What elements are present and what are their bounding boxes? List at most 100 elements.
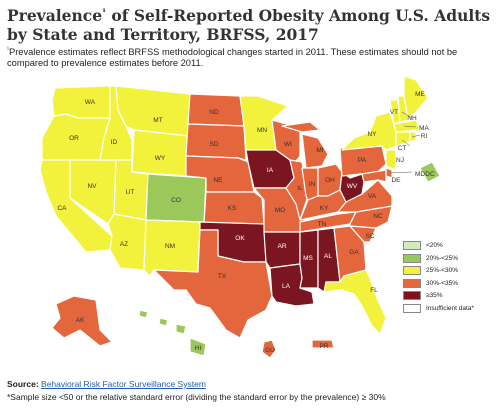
state-gu[interactable] xyxy=(261,339,277,359)
legend-swatch xyxy=(403,278,421,288)
legend-label: Insufficient data* xyxy=(426,304,474,312)
state-label-wi: WI xyxy=(284,141,292,148)
state-label-ca: CA xyxy=(57,205,67,212)
state-dc[interactable] xyxy=(419,161,441,183)
state-label-ia: IA xyxy=(267,167,274,174)
state-label-va: VA xyxy=(368,193,377,200)
leader-line xyxy=(389,171,413,174)
map-legend: <20% 20%-<25% 25%-<30% 30%-<35% ≥35% Insuffic… xyxy=(403,240,474,315)
state-label-ok: OK xyxy=(235,235,245,242)
state-label-al: AL xyxy=(324,253,332,260)
legend-item: 30%-<35% xyxy=(403,278,474,289)
state-label-ks: KS xyxy=(228,205,237,212)
state-tx[interactable] xyxy=(153,229,273,339)
legend-label: 30%-<35% xyxy=(426,279,458,287)
leader-line xyxy=(403,125,417,128)
state-label-oh: OH xyxy=(325,177,335,184)
legend-swatch xyxy=(403,241,421,250)
source-line: Source: Behavioral Risk Factor Surveilla… xyxy=(7,379,206,389)
state-label-wy: WY xyxy=(155,155,166,162)
state-label-ne: NE xyxy=(213,177,223,184)
state-ct[interactable] xyxy=(395,131,411,147)
state-label-pr: PR xyxy=(319,343,328,350)
state-label-ct: CT xyxy=(398,145,407,152)
legend-item: <20% xyxy=(403,240,474,251)
state-ar[interactable] xyxy=(263,231,301,269)
state-label-gu: GU xyxy=(265,347,275,354)
state-wy[interactable] xyxy=(131,129,189,177)
legend-swatch xyxy=(403,291,421,300)
state-label-me: ME xyxy=(415,91,425,98)
state-label-dc: DC xyxy=(425,171,435,178)
footnote: *Sample size <50 or the relative standar… xyxy=(7,392,386,402)
state-label-ma: MA xyxy=(419,125,429,132)
state-label-hi: HI xyxy=(195,345,202,352)
state-ks[interactable] xyxy=(203,191,265,225)
state-label-nh: NH xyxy=(407,115,417,122)
state-label-nd: ND xyxy=(209,109,219,116)
state-md[interactable] xyxy=(361,169,387,183)
state-label-vt: VT xyxy=(390,109,398,116)
state-nh[interactable] xyxy=(397,95,409,123)
source-link[interactable]: Behavioral Risk Factor Surveillance Syst… xyxy=(41,379,206,389)
state-label-mi: MI xyxy=(316,147,323,154)
state-label-wv: WV xyxy=(347,183,358,190)
state-label-mt: MT xyxy=(153,117,162,124)
state-label-tn: TN xyxy=(318,221,327,228)
legend-swatch xyxy=(403,266,421,275)
state-label-md: MD xyxy=(415,171,425,178)
state-label-or: OR xyxy=(69,135,79,142)
state-label-wa: WA xyxy=(85,99,96,106)
legend-item: ≥35% xyxy=(403,290,474,301)
state-label-sd: SD xyxy=(209,141,218,148)
legend-swatch xyxy=(403,303,421,313)
state-label-ga: GA xyxy=(349,249,359,256)
state-label-nm: NM xyxy=(165,243,175,250)
state-nj[interactable] xyxy=(385,149,397,171)
legend-label: <20% xyxy=(426,242,443,249)
state-label-nc: NC xyxy=(373,213,383,220)
state-label-ny: NY xyxy=(367,131,377,138)
state-label-in: IN xyxy=(309,181,316,188)
state-label-ut: UT xyxy=(126,189,135,196)
state-label-nv: NV xyxy=(87,183,97,190)
state-label-ky: KY xyxy=(320,205,329,212)
state-label-co: CO xyxy=(171,197,181,204)
state-label-il: IL xyxy=(297,185,303,192)
state-hi[interactable] xyxy=(138,309,207,357)
state-label-id: ID xyxy=(111,139,118,146)
state-label-fl: FL xyxy=(370,287,378,294)
methodology-note: ¹Prevalence estimates reflect BRFSS meth… xyxy=(7,47,458,69)
legend-label: 20%-<25% xyxy=(426,254,458,262)
state-label-mn: MN xyxy=(257,127,267,134)
legend-label: ≥35% xyxy=(426,292,443,299)
state-wa[interactable] xyxy=(51,85,113,119)
legend-label: 25%-<30% xyxy=(426,267,458,274)
state-pr[interactable] xyxy=(311,339,335,349)
state-label-nj: NJ xyxy=(396,157,404,164)
state-label-az: AZ xyxy=(120,241,128,248)
state-label-tx: TX xyxy=(218,273,227,280)
state-me[interactable] xyxy=(403,75,429,119)
legend-item: 20%-<25% xyxy=(403,253,474,264)
legend-item: Insufficient data* xyxy=(403,303,474,314)
state-mi[interactable] xyxy=(281,121,329,169)
page-title: Prevalence¹ of Self-Reported Obesity Amo… xyxy=(7,6,491,45)
state-ak[interactable] xyxy=(51,295,113,347)
leader-line xyxy=(401,111,413,119)
state-label-la: LA xyxy=(282,283,291,290)
state-label-ri: RI xyxy=(421,133,428,140)
state-ny[interactable] xyxy=(341,111,397,151)
state-label-ar: AR xyxy=(277,243,286,250)
legend-item: 25%-<30% xyxy=(403,265,474,276)
state-label-sc: SC xyxy=(365,233,374,240)
state-label-ak: AK xyxy=(76,317,85,324)
state-label-ms: MS xyxy=(303,255,313,262)
state-fl[interactable] xyxy=(323,269,387,335)
legend-swatch xyxy=(403,253,421,263)
leader-line xyxy=(401,139,411,147)
state-label-de: DE xyxy=(391,177,401,184)
state-label-mo: MO xyxy=(275,207,285,214)
state-label-pa: PA xyxy=(358,157,367,164)
